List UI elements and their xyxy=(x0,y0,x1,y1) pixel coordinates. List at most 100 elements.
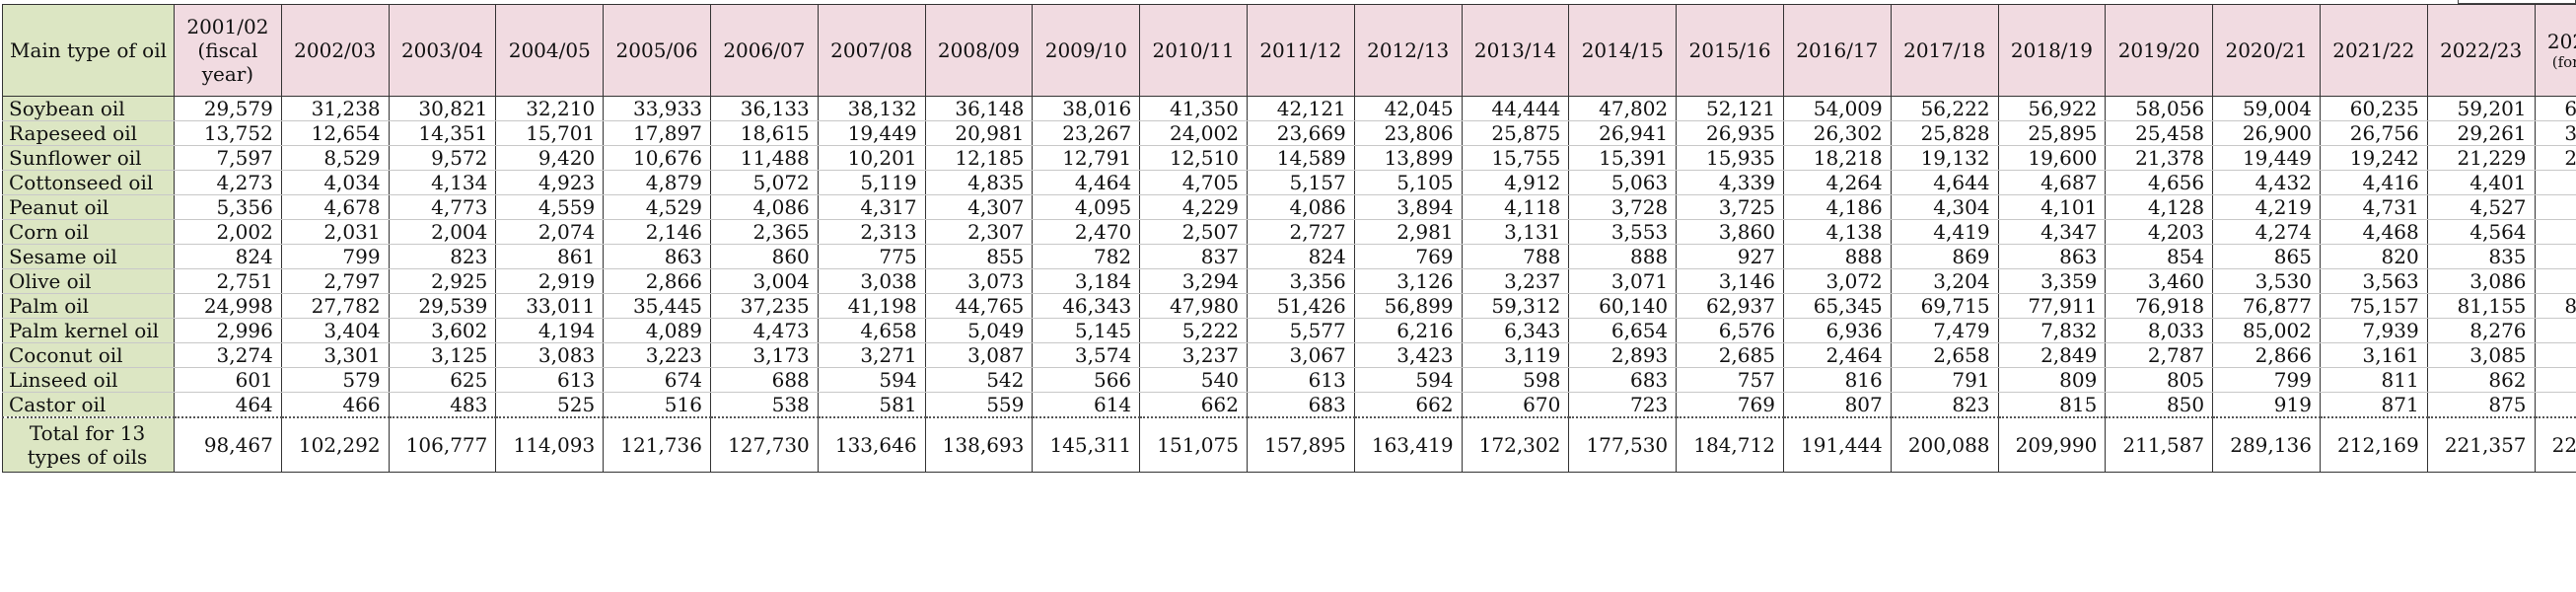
table-cell-value: 2,981 xyxy=(1353,219,1463,245)
table-cell-value: 7,479 xyxy=(1890,318,1999,343)
table-cell-value: 23,267 xyxy=(1032,120,1141,146)
column-header-year: 2011/12 xyxy=(1246,4,1355,97)
table-cell-value: 145,311 xyxy=(1032,416,1141,473)
table-cell-value: 69,715 xyxy=(1890,293,1999,319)
table-cell-value: 4,307 xyxy=(924,194,1034,220)
row-label: Soybean oil xyxy=(2,96,175,121)
table-cell-value: 30,821 xyxy=(388,96,497,121)
table-cell-value: 37,235 xyxy=(709,293,819,319)
table-cell-value: 4,705 xyxy=(1139,170,1248,195)
column-header-year: 2006/07 xyxy=(709,4,819,97)
table-cell-value: 3,146 xyxy=(1676,268,1784,294)
table-cell-value: 31,101 xyxy=(2534,120,2576,146)
table-cell-value: 47,980 xyxy=(1139,293,1248,319)
table-cell-value: 2,751 xyxy=(174,268,282,294)
table-cell-value: 3,574 xyxy=(1032,342,1141,368)
table-cell-value: 56,922 xyxy=(1997,96,2107,121)
table-cell-value: 7,597 xyxy=(174,145,282,171)
table-cell-value: 863 xyxy=(1997,244,2107,269)
table-cell-value: 542 xyxy=(924,367,1034,393)
table-cell-value: 23,669 xyxy=(1246,120,1355,146)
table-cell-value: 863 xyxy=(603,244,711,269)
table-cell-value: 4,089 xyxy=(603,318,711,343)
table-cell-value: 59,312 xyxy=(1461,293,1570,319)
table-cell-value: 127,730 xyxy=(709,416,819,473)
table-cell-value: 77,911 xyxy=(1997,293,2107,319)
row-label: Palm oil xyxy=(2,293,175,319)
table-total-row: Total for 13 types of oils 98,467 102,292 1… xyxy=(2,416,2576,473)
table-cell-value: 5,222 xyxy=(1139,318,1248,343)
table-cell-value: 58,056 xyxy=(2105,96,2214,121)
table-row: Palm oil 24,998 27,782 29,539 33,011 35,445 37… xyxy=(2,293,2576,319)
table-cell-value: 4,186 xyxy=(1782,194,1892,220)
table-cell-value: 3,356 xyxy=(1246,268,1355,294)
table-cell-value: 17,897 xyxy=(603,120,711,146)
table-cell-value: 4,419 xyxy=(1890,219,1999,245)
table-row: Cottonseed oil 4,273 4,034 4,134 4,923 4,879 5… xyxy=(2,170,2576,195)
table-cell-value: 27,782 xyxy=(280,293,390,319)
table-row: Castor oil 464 466 483 525 516 538 581 559 614 662… xyxy=(2,392,2576,418)
table-cell-value: 4,468 xyxy=(2319,219,2428,245)
table-cell-value: 4,317 xyxy=(817,194,926,220)
table-cell-value: 4,274 xyxy=(2212,219,2321,245)
table-cell-value: 209,990 xyxy=(1997,416,2107,473)
table-cell-value: 12,791 xyxy=(1032,145,1141,171)
table-cell-value: 76,877 xyxy=(2212,293,2321,319)
table-row: Sesame oil 824 799 823 861 863 860 775 855 782 837… xyxy=(2,244,2576,269)
table-cell-value: 121,736 xyxy=(603,416,711,473)
table-cell-value: 33,933 xyxy=(603,96,711,121)
column-header-year: 2002/03 xyxy=(280,4,390,97)
table-cell-value: 24,002 xyxy=(1139,120,1248,146)
table-cell-value: 61,604 xyxy=(2534,96,2576,121)
table-cell-value: 2,464 xyxy=(1782,342,1892,368)
table-cell-value: 807 xyxy=(1782,392,1892,418)
table-cell-value: 25,458 xyxy=(2105,120,2214,146)
column-header-year: 2012/13 xyxy=(1353,4,1463,97)
table-cell-value: 29,579 xyxy=(174,96,282,121)
table-cell-value: 4,304 xyxy=(1890,194,1999,220)
table-cell-value: 837 xyxy=(1139,244,1248,269)
table-cell-value: 3,204 xyxy=(1890,268,1999,294)
table-cell-value: 3,119 xyxy=(1461,342,1570,368)
column-header-year: 2020/21 xyxy=(2212,4,2321,97)
table-cell-value: 4,529 xyxy=(603,194,711,220)
column-header-year: 2016/17 xyxy=(1782,4,1892,97)
table-cell-value: 3,728 xyxy=(1568,194,1678,220)
table-cell-value: 25,895 xyxy=(1997,120,2107,146)
table-cell-value: 15,391 xyxy=(1568,145,1678,171)
table-cell-value: 47,802 xyxy=(1568,96,1678,121)
table-cell-value: 594 xyxy=(817,367,926,393)
table-cell-value: 8,033 xyxy=(2105,318,2214,343)
table-cell-value: 464 xyxy=(174,392,282,418)
table-cell-value: 4,559 xyxy=(495,194,605,220)
table-cell-value: 4,194 xyxy=(495,318,605,343)
table-cell-value: 2,146 xyxy=(603,219,711,245)
table-cell-value: 4,518 xyxy=(2534,170,2576,195)
table-cell-value: 723 xyxy=(1568,392,1678,418)
table-cell-value: 3,725 xyxy=(1676,194,1784,220)
table-cell-value: 3,460 xyxy=(2105,268,2214,294)
table-cell-value: 51,426 xyxy=(1246,293,1355,319)
table-cell-value: 757 xyxy=(1676,367,1784,393)
table-cell-value: 5,145 xyxy=(1032,318,1141,343)
table-cell-value: 3,301 xyxy=(280,342,390,368)
table-cell-value: 54,009 xyxy=(1782,96,1892,121)
column-header-year: 2004/05 xyxy=(495,4,605,97)
table-cell-value: 21,229 xyxy=(2426,145,2536,171)
table-cell-value: 888 xyxy=(2534,392,2576,418)
vegetable-oil-production-table: Main type of oil 2001/02 (fiscal year) 200… xyxy=(2,4,2576,473)
table-cell-value: 845 xyxy=(2534,367,2576,393)
table-cell-value: 4,699 xyxy=(2534,219,2576,245)
column-header-year: 2007/08 xyxy=(817,4,926,97)
table-cell-value: 60,235 xyxy=(2319,96,2428,121)
row-label: Cottonseed oil xyxy=(2,170,175,195)
table-cell-value: 4,656 xyxy=(2105,170,2214,195)
table-header-row: Main type of oil 2001/02 (fiscal year) 200… xyxy=(2,4,2576,97)
table-cell-value: 59,004 xyxy=(2212,96,2321,121)
table-cell-value: 2,002 xyxy=(174,219,282,245)
row-label: Palm kernel oil xyxy=(2,318,175,343)
table-cell-value: 3,860 xyxy=(1676,219,1784,245)
table-cell-value: 12,654 xyxy=(280,120,390,146)
table-cell-value: 579 xyxy=(280,367,390,393)
table-row: Olive oil 2,751 2,797 2,925 2,919 2,866 3,004 3… xyxy=(2,268,2576,294)
